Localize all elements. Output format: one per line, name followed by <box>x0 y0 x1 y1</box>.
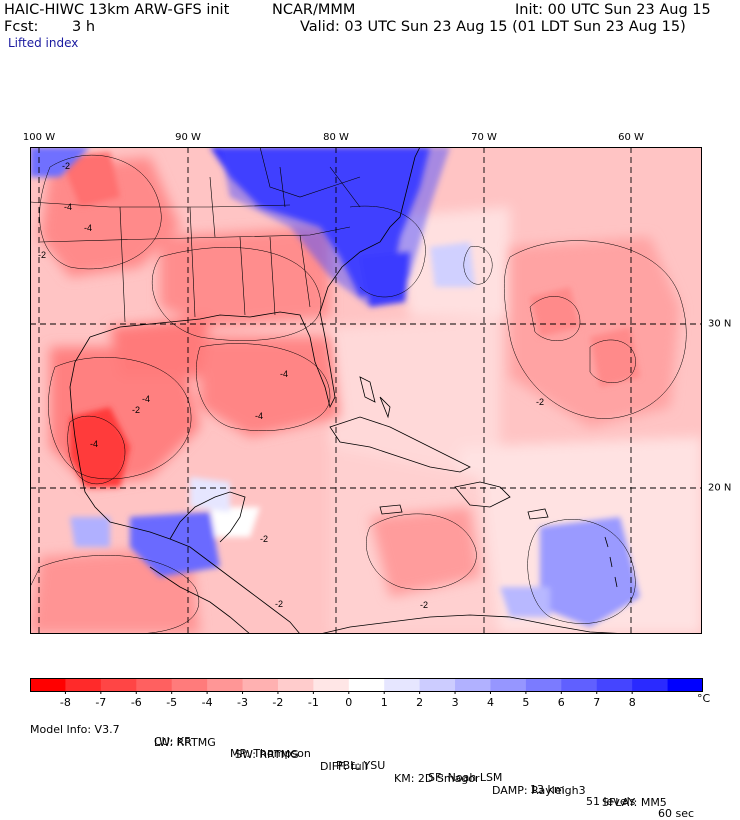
colorbar-swatch <box>419 678 456 692</box>
init-time: Init: 00 UTC Sun 23 Aug 15 <box>515 2 711 18</box>
contour-label: -4 <box>64 202 72 212</box>
contour-label: -4 <box>280 369 288 379</box>
colorbar-label: 4 <box>487 696 494 709</box>
lon-label-100w: 100 W <box>22 132 56 143</box>
colorbar-label: 2 <box>416 696 424 709</box>
colorbar-label: 3 <box>451 696 459 709</box>
colorbar-label: 6 <box>557 696 565 709</box>
contour-label: -2 <box>420 600 428 610</box>
colorbar-swatch <box>207 678 244 692</box>
lon-label-80w: 80 W <box>323 132 349 143</box>
lat-label-20n: 20 N <box>708 482 732 494</box>
colorbar-swatch <box>30 678 67 692</box>
colorbar-label: -3 <box>237 696 248 709</box>
colorbar-label: -1 <box>307 696 319 709</box>
fcst-label: Fcst: <box>4 19 39 35</box>
contour-label: -2 <box>536 397 544 407</box>
colorbar-swatch <box>100 678 137 692</box>
colorbar-swatch <box>348 678 385 692</box>
colorbar-label: -8 <box>59 696 71 709</box>
colorbar-swatch <box>632 678 669 692</box>
colorbar-swatch <box>277 678 314 692</box>
colorbar-swatch <box>313 678 350 692</box>
diff-scheme: DIFF: full <box>320 760 368 773</box>
colorbar-swatch <box>384 678 421 692</box>
colorbar-swatch <box>490 678 527 692</box>
contour-label: -2 <box>38 250 46 260</box>
lifted-index-map: -2 -4 -4 -2 -4 -4 -4 -4 -2 -2 -2 -2 -2 <box>30 147 702 634</box>
colorbar-unit: °C <box>697 692 711 705</box>
lon-label-90w: 90 W <box>175 132 201 143</box>
lon-label-60w: 60 W <box>618 132 644 143</box>
fcst-value: 3 h <box>72 19 96 35</box>
contour-label: -2 <box>62 161 70 171</box>
sflay-scheme: SFLAY: MM5 <box>602 796 667 809</box>
colorbar-swatch <box>455 678 492 692</box>
colorbar-label: 1 <box>380 696 388 709</box>
colorbar-swatch <box>525 678 562 692</box>
km-scheme: KM: 2D Smagor <box>394 772 480 785</box>
colorbar-label: 0 <box>345 696 353 709</box>
colorbar-swatch <box>561 678 598 692</box>
colorbar-label: -4 <box>201 696 213 709</box>
colorbar-label: -7 <box>95 696 107 709</box>
timestep: 60 sec <box>658 807 695 820</box>
colorbar-swatch <box>242 678 279 692</box>
colorbar-swatch <box>596 678 633 692</box>
colorbar-swatch <box>171 678 208 692</box>
contour-label: -4 <box>84 223 92 233</box>
damp-scheme: DAMP: Rayleigh3 <box>492 784 586 797</box>
colorbar-label: -6 <box>130 696 142 709</box>
org-label: NCAR/MMM <box>272 2 356 18</box>
map-frame <box>30 147 702 634</box>
model-version: Model Info: V3.7 <box>30 723 120 736</box>
colorbar-label: 7 <box>593 696 601 709</box>
model-info-line2: LW: RRTMG SW: RRTMG DIFF: full KM: 2D Sm… <box>30 725 667 809</box>
contour-lines <box>30 154 687 634</box>
colorbar <box>30 678 703 694</box>
colorbar-swatch <box>65 678 102 692</box>
colorbar-label: 8 <box>628 696 636 709</box>
lon-label-70w: 70 W <box>471 132 497 143</box>
contour-label: -4 <box>90 439 98 449</box>
field-name: Lifted index <box>8 36 79 50</box>
coastlines <box>69 147 631 634</box>
colorbar-label: -5 <box>166 696 178 709</box>
lw-scheme: LW: RRTMG <box>154 736 216 749</box>
lat-label-30n: 30 N <box>708 318 732 330</box>
contour-label: -2 <box>260 534 268 544</box>
contour-label: -4 <box>255 411 263 421</box>
colorbar-label: -2 <box>272 696 284 709</box>
colorbar-label: 5 <box>522 696 530 709</box>
colorbar-frame <box>30 678 703 692</box>
contour-label: -2 <box>132 405 140 415</box>
contour-label: -2 <box>275 599 283 609</box>
valid-time: Valid: 03 UTC Sun 23 Aug 15 (01 LDT Sun … <box>300 19 686 35</box>
colorbar-swatch <box>667 678 703 692</box>
sw-scheme: SW: RRTMG <box>235 748 299 761</box>
contour-label: -4 <box>142 394 150 404</box>
colorbar-swatch <box>136 678 173 692</box>
graticule <box>30 147 702 634</box>
model-title: HAIC-HIWC 13km ARW-GFS init <box>4 2 230 18</box>
